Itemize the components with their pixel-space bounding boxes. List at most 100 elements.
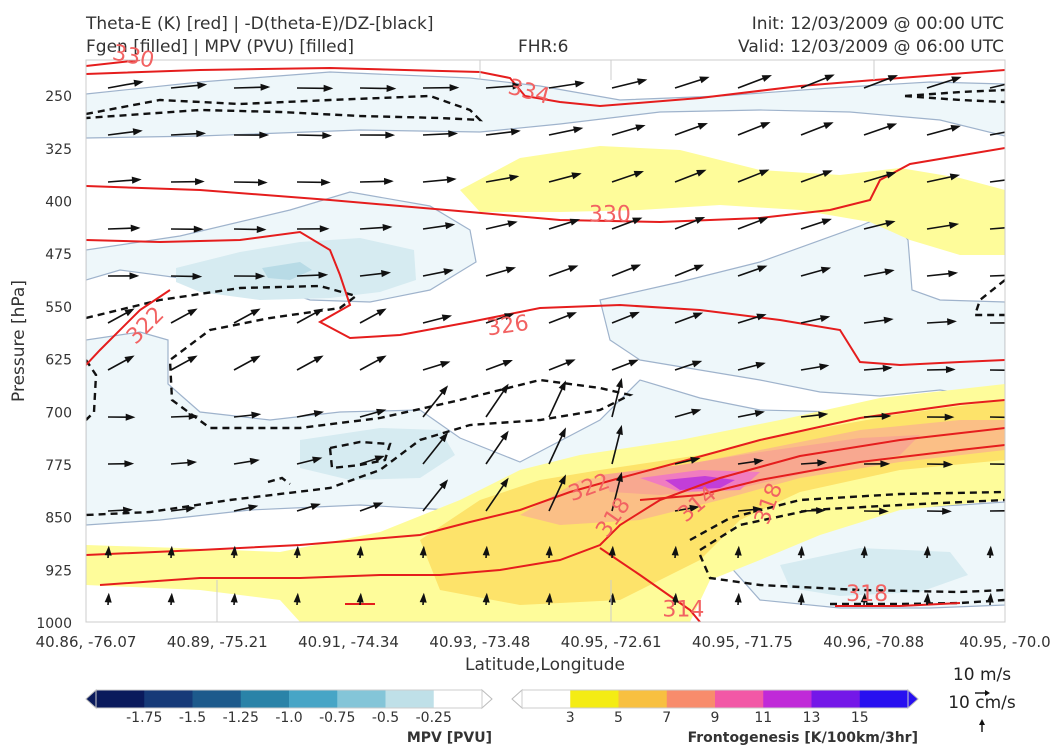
wind-vector-head: [1006, 508, 1013, 513]
fgen-colorbar-tick-label: 13: [803, 710, 821, 726]
wind-vector-head: [923, 592, 931, 603]
wind-vector-head: [690, 456, 701, 464]
wind-vector-head: [383, 177, 394, 185]
wind-vector-head: [760, 122, 771, 129]
wind-vector-head: [374, 455, 385, 463]
mpv-colorbar-bin: [433, 690, 483, 708]
wind-vector-head: [630, 264, 642, 272]
wind-vector-head: [195, 178, 205, 186]
wind-vector-head: [482, 592, 490, 603]
wind-vector-head: [293, 592, 301, 603]
vector-key-u-arrowhead: [985, 690, 990, 696]
wind-vector-head: [250, 355, 261, 364]
wind-vector-head: [380, 270, 392, 278]
valid-time: Valid: 12/03/2009 @ 06:00 UTC: [738, 37, 1004, 57]
wind-vector-head: [448, 130, 459, 138]
stability-contour-left-edge: [86, 359, 98, 421]
wind-vector-head: [124, 460, 135, 468]
wind-vector-head: [1016, 79, 1023, 84]
init-time: Init: 12/03/2009 @ 00:00 UTC: [751, 14, 1004, 34]
x-axis-ticks: 40.86, -76.07 40.89, -75.21 40.91, -74.34 4…: [36, 633, 1050, 651]
wind-vector-head: [187, 459, 198, 467]
wind-vector-head: [757, 265, 768, 273]
fgen-colorbar-tick-label: 15: [851, 710, 869, 726]
wind-vector-head: [449, 84, 460, 92]
wind-vector-head: [197, 81, 208, 89]
wind-vector-head: [122, 506, 133, 514]
wind-vector-head: [608, 545, 616, 556]
wind-vector-head: [482, 545, 490, 556]
wind-vector-head: [1015, 128, 1022, 133]
stability-contour-loop: [328, 440, 392, 470]
mpv-colorbar-tick-label: -0.25: [416, 710, 452, 726]
wind-vector-head: [860, 592, 868, 603]
wind-vector-head: [323, 84, 334, 92]
x-tick-label: 40.95, -72.61: [561, 633, 662, 651]
stability-contours: [86, 88, 1005, 606]
wind-vector-head: [628, 359, 639, 367]
wind-vector-head: [948, 270, 959, 278]
wind-vector-head: [1008, 415, 1015, 420]
fgen-colorbar-bin: [811, 690, 861, 708]
mpv-region-lower: [86, 331, 881, 526]
stability-contour-mid-left: [86, 284, 634, 517]
wind-vector-head: [376, 308, 387, 317]
wind-vector-head: [500, 477, 509, 488]
wind-vector-head: [824, 74, 835, 82]
wind-vector-head: [565, 359, 576, 367]
wind-vector-head: [258, 178, 268, 186]
mpv-colorbar-bin: [144, 690, 193, 708]
wind-vector-head: [196, 130, 207, 138]
mpv-colorbar-tick-label: -1.25: [223, 710, 259, 726]
vector-key-w-arrowhead: [979, 719, 985, 725]
wind-vector-head: [885, 220, 896, 227]
wind-vector-head: [629, 311, 640, 319]
fgen-colorbar: 3 5 7 9 11 13 15: [511, 688, 919, 726]
y-tick-label-325: 325: [45, 142, 72, 158]
theta-e-label: 318: [846, 582, 888, 607]
wind-vector-head: [882, 364, 893, 372]
wind-vector-head: [321, 178, 331, 186]
fgen-colorbar-bin: [859, 690, 909, 708]
wind-vector-head: [376, 355, 387, 364]
x-tick-label: 40.96, -70.88: [823, 633, 924, 651]
gridlines: [216, 60, 875, 622]
wind-vector-head: [129, 272, 140, 280]
wind-vector-head: [691, 408, 702, 416]
fgen-colorbar-bin: [763, 690, 812, 708]
fgen-colorbar-min-extend: [511, 688, 523, 710]
wind-vector-head: [439, 385, 449, 396]
wind-vector-head: [439, 479, 449, 490]
mpv-colorbar-bin: [337, 690, 386, 708]
mpv-colorbar-tick-label: -0.75: [319, 710, 355, 726]
theta-e-label: 330: [110, 41, 156, 74]
wind-vector-head: [1014, 176, 1021, 181]
x-tick-label: 40.91, -74.34: [298, 633, 399, 651]
wind-vector-head: [507, 220, 518, 228]
stability-contour-top-right: [904, 88, 1005, 104]
wind-vector-head: [880, 460, 891, 468]
wind-vector-head: [310, 503, 321, 511]
wind-vector-head: [124, 308, 135, 317]
fgen-colorbar-tick-label: 5: [614, 710, 623, 726]
wind-vector-head: [573, 126, 584, 134]
wind-vector-head: [187, 308, 198, 317]
theta-e-label: 326: [485, 311, 530, 342]
wind-vector-head: [950, 124, 961, 132]
wind-vector-head: [1013, 225, 1020, 230]
wind-vector-head: [185, 505, 196, 513]
wind-vector-head: [797, 592, 805, 603]
y-tick-label-925: 925: [45, 563, 72, 579]
theta-e-label: 314: [662, 597, 704, 622]
wind-vector-head: [692, 312, 704, 320]
wind-vector-head: [260, 83, 271, 91]
wind-vector-head: [319, 225, 330, 233]
wind-vector-head: [318, 271, 329, 279]
wind-vector-head: [616, 471, 623, 483]
wind-vector-head: [376, 408, 387, 416]
theta-e-label: 330: [589, 203, 631, 228]
y-axis-label: Pressure [hPa]: [9, 280, 29, 402]
wind-vector-head: [1012, 273, 1019, 278]
wind-vector-head: [230, 592, 238, 603]
